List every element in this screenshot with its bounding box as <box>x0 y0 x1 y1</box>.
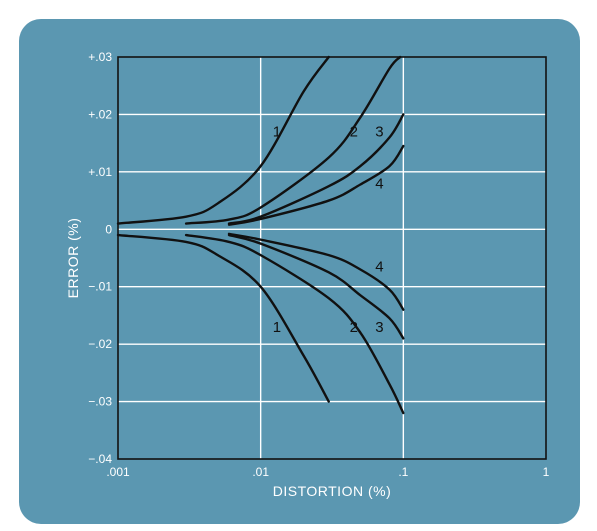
plot-frame <box>117 56 547 460</box>
x-tick-label: .1 <box>398 465 408 479</box>
curve-4-label: 4 <box>375 175 383 192</box>
curve-4-label: 4 <box>375 259 383 276</box>
curve-1-label: 1 <box>273 319 281 336</box>
y-tick-label: +.01 <box>88 165 112 179</box>
curve-1-line <box>116 233 330 403</box>
tick-layer: .001 .01 .1 1 +.03 +.02 +.01 0 −.01 −.02 −.03 −.04 <box>88 50 549 479</box>
y-tick-label: −.01 <box>88 280 112 294</box>
y-axis-title: ERROR (%) <box>65 218 81 299</box>
curve-4-line <box>227 232 405 311</box>
x-axis-title: DISTORTION (%) <box>273 483 392 499</box>
y-tick-label: −.03 <box>88 395 112 409</box>
curve-2-line <box>184 233 405 415</box>
y-tick-label: 0 <box>105 222 112 236</box>
curve-3-label: 3 <box>375 319 383 336</box>
chart-panel <box>19 19 580 524</box>
curve-3-label: 3 <box>375 124 383 141</box>
curve-1-line <box>116 55 330 225</box>
y-tick-label: −.02 <box>88 337 112 351</box>
x-tick-label: 1 <box>543 465 550 479</box>
curve-1-label: 1 <box>273 124 281 141</box>
grid-layer <box>118 57 546 459</box>
y-tick-label: +.02 <box>88 107 112 121</box>
x-tick-label: .001 <box>106 465 130 479</box>
curve-3-line <box>227 113 405 225</box>
curve-3-line <box>227 233 405 340</box>
curve-2-label: 2 <box>350 319 358 336</box>
curve-4-line <box>227 144 405 226</box>
curve-2-label: 2 <box>350 124 358 141</box>
x-tick-label: .01 <box>252 465 269 479</box>
curve-layer: 1 2 341 2 34 <box>116 55 405 415</box>
curve-2-line <box>184 55 402 225</box>
y-tick-label: +.03 <box>88 50 112 64</box>
y-tick-label: −.04 <box>88 452 112 466</box>
